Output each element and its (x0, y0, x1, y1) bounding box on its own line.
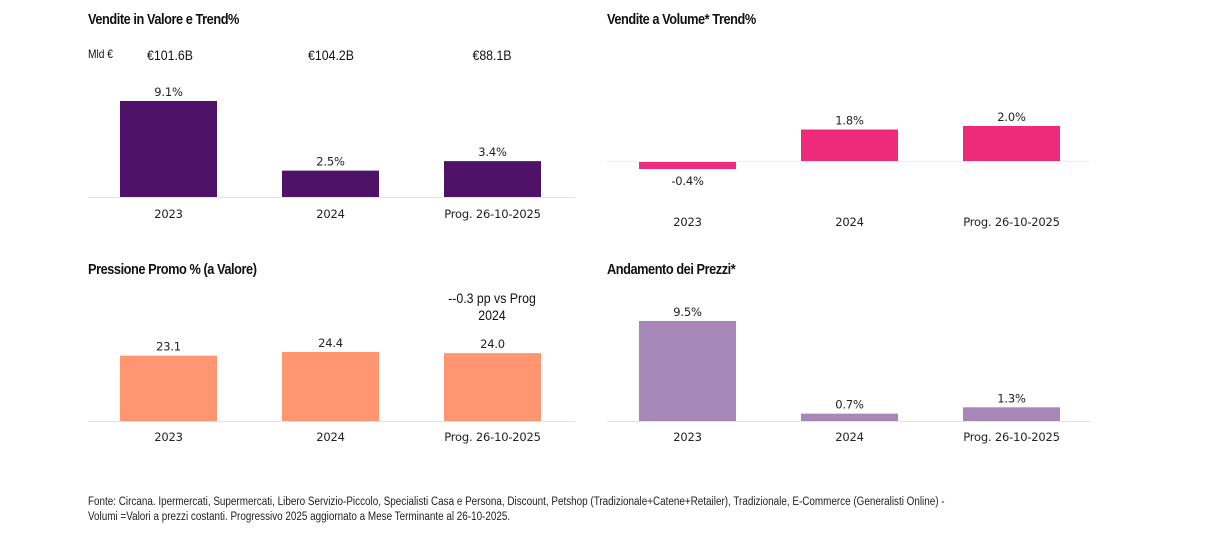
prezzi-data-label-1: 0.7% (835, 398, 864, 412)
valore-bar-2024 (282, 170, 379, 197)
prezzi-data-label-2: 1.3% (997, 391, 1026, 405)
valore-data-label-1: 2.5% (316, 155, 345, 169)
promo-bar-prog-26-10-2025 (444, 353, 541, 421)
promo-bar-2024 (282, 352, 379, 421)
footer-source: Fonte: Circana. Ipermercati, Supermercat… (88, 495, 945, 525)
valore-category-label-0: 2023 (154, 207, 182, 221)
volume-bar-2023 (639, 162, 736, 169)
volume-data-label-1: 1.8% (835, 114, 864, 128)
volume-data-label-2: 2.0% (997, 110, 1026, 124)
promo-data-label-1: 24.4 (318, 336, 343, 350)
unit-label: Mld € (88, 47, 113, 61)
promo-data-label-2: 24.0 (480, 337, 505, 351)
volume-bar-2024 (801, 129, 898, 161)
prezzi-category-label-1: 2024 (835, 430, 863, 444)
prezzi-category-label-0: 2023 (673, 430, 701, 444)
promo-category-label-1: 2024 (316, 430, 344, 444)
volume-data-label-0: -0.4% (671, 174, 704, 188)
prezzi-bar-2024 (801, 413, 898, 421)
valore-bar-prog-26-10-2025 (444, 161, 541, 197)
volume-bar-prog-26-10-2025 (963, 126, 1060, 161)
promo-data-label-0: 23.1 (156, 340, 181, 354)
promo-annotation-line-1: --0.3 pp vs Prog (448, 290, 536, 306)
prezzi-bar-prog-26-10-2025 (963, 407, 1060, 421)
total-value-2023: €101.6B (147, 47, 193, 63)
promo-category-label-0: 2023 (154, 430, 182, 444)
valore-category-label-1: 2024 (316, 207, 344, 221)
volume-category-label-2: Prog. 26-10-2025 (963, 215, 1060, 229)
chart-title-valore: Vendite in Valore e Trend% (88, 12, 239, 28)
valore-data-label-2: 3.4% (478, 145, 507, 159)
valore-category-label-2: Prog. 26-10-2025 (444, 207, 541, 221)
total-value-2025: €88.1B (472, 47, 512, 63)
total-value-2024: €104.2B (308, 47, 354, 63)
volume-category-label-0: 2023 (673, 215, 701, 229)
valore-bar-2023 (120, 101, 217, 197)
promo-annotation-line-2: 2024 (478, 307, 506, 323)
valore-data-label-0: 9.1% (154, 85, 183, 99)
prezzi-data-label-0: 9.5% (673, 305, 702, 319)
volume-category-label-1: 2024 (835, 215, 863, 229)
footer-line-2: Volumi =Valori a prezzi costanti. Progre… (88, 511, 511, 523)
promo-category-label-2: Prog. 26-10-2025 (444, 430, 541, 444)
prezzi-bar-2023 (639, 321, 736, 421)
promo-bar-2023 (120, 355, 217, 421)
promo-annotation: --0.3 pp vs Prog 2024 (430, 290, 553, 324)
footer-line-1: Fonte: Circana. Ipermercati, Supermercat… (88, 496, 945, 508)
chart-title-prezzi: Andamento dei Prezzi* (607, 262, 736, 278)
chart-title-volume: Vendite a Volume* Trend% (607, 12, 756, 28)
chart-title-promo: Pressione Promo % (a Valore) (88, 262, 257, 278)
prezzi-category-label-2: Prog. 26-10-2025 (963, 430, 1060, 444)
